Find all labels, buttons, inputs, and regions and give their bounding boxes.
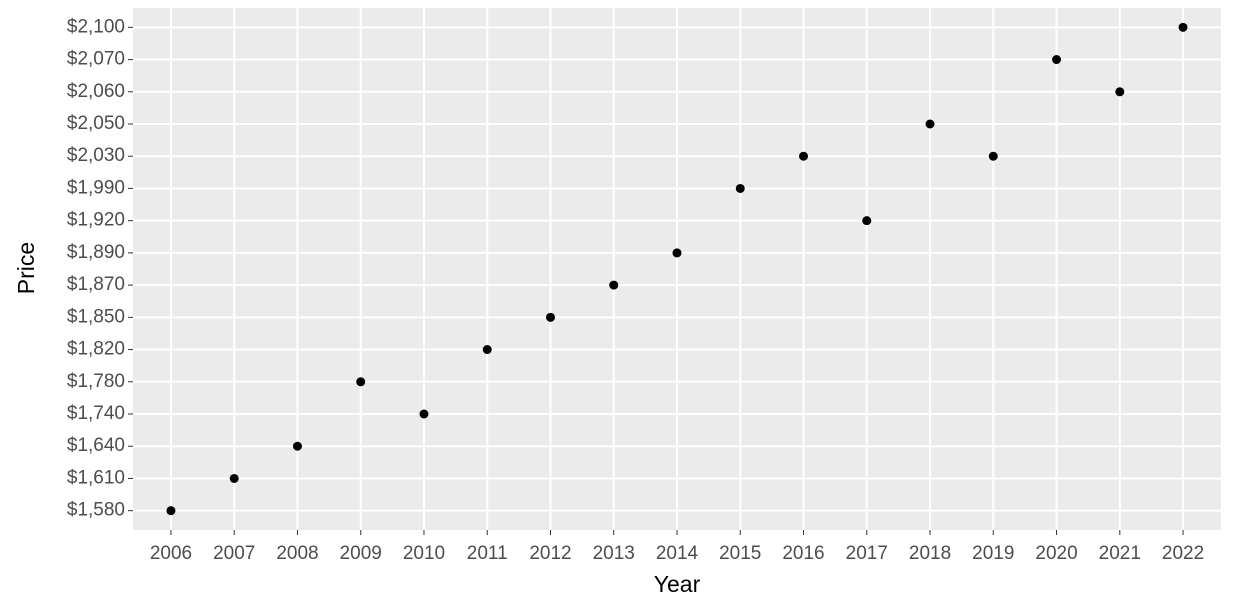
y-tick-label: $1,850 [67, 306, 125, 327]
point [862, 216, 872, 226]
x-tick-label: 2020 [1035, 543, 1077, 564]
x-tick-label: 2008 [276, 543, 318, 564]
point [1115, 87, 1125, 97]
x-tick-label: 2013 [593, 543, 635, 564]
y-tick-label: $2,070 [67, 49, 125, 70]
x-tick-label: 2011 [467, 543, 508, 564]
y-tick-label: $1,870 [67, 274, 125, 295]
point [925, 119, 935, 129]
point [1052, 55, 1062, 65]
y-tick-label: $1,740 [67, 403, 125, 424]
x-tick-label: 2007 [213, 543, 255, 564]
point [609, 280, 619, 290]
x-tick-label: 2017 [846, 543, 888, 564]
x-tick-label: 2021 [1099, 543, 1141, 564]
point [545, 312, 555, 322]
x-tick-label: 2015 [719, 543, 761, 564]
y-tick-label: $1,920 [67, 210, 125, 231]
x-tick-label: 2009 [340, 543, 382, 564]
x-tick-label: 2012 [529, 543, 571, 564]
x-tick-label: 2019 [972, 543, 1014, 564]
point [988, 151, 998, 161]
x-tick-label: 2006 [150, 543, 192, 564]
point [229, 473, 239, 483]
point [356, 377, 366, 387]
y-axis-title: Price [13, 242, 39, 294]
point [419, 409, 429, 419]
y-tick-label: $2,050 [67, 113, 125, 134]
y-tick-label: $1,820 [67, 339, 125, 360]
x-tick-label: 2014 [656, 543, 699, 564]
point [799, 151, 809, 161]
y-tick-label: $1,780 [67, 371, 125, 392]
point [735, 183, 745, 193]
point [482, 345, 492, 355]
y-tick-label: $1,610 [67, 467, 125, 488]
y-tick-label: $1,580 [67, 500, 125, 521]
x-tick-label: 2016 [782, 543, 824, 564]
y-tick-label: $1,640 [67, 435, 125, 456]
point [292, 441, 302, 451]
x-tick-label: 2022 [1162, 543, 1204, 564]
x-axis-title: Year [654, 571, 701, 597]
point [166, 506, 176, 516]
point [1178, 22, 1188, 32]
x-tick-label: 2010 [403, 543, 445, 564]
y-tick-label: $1,890 [67, 242, 125, 263]
y-tick-label: $2,030 [67, 145, 125, 166]
y-tick-label: $2,100 [67, 16, 125, 37]
point [672, 248, 682, 258]
x-tick-label: 2018 [909, 543, 951, 564]
y-tick-label: $2,060 [67, 81, 125, 102]
y-tick-label: $1,990 [67, 177, 125, 198]
